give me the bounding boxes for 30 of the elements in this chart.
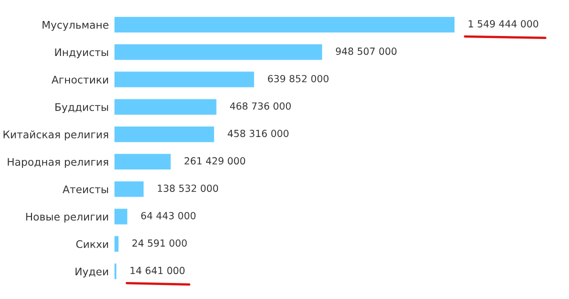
- bar: [114, 70, 256, 89]
- data-label: 24 591 000: [132, 239, 187, 247]
- data-label: 639 852 000: [268, 74, 328, 82]
- y-tick-label: Мусульмане: [42, 21, 108, 31]
- y-tick-label: Иудеи: [76, 268, 108, 278]
- bar: [114, 234, 120, 254]
- data-label: 948 507 000: [336, 48, 396, 55]
- y-tick-label: Народная религия: [8, 158, 108, 168]
- data-label: 138 532 000: [158, 184, 218, 192]
- data-label: 1 549 444 000: [468, 20, 538, 28]
- bar: [114, 180, 146, 198]
- bar: [114, 98, 218, 116]
- y-tick-label: Сикхи: [76, 240, 108, 248]
- y-tick-label: Китайская религия: [4, 130, 108, 140]
- y-tick-label: Индуисты: [55, 48, 108, 58]
- y-tick-label: Агностики: [52, 76, 108, 84]
- y-tick-label: Новые религии: [26, 212, 108, 223]
- bar: [114, 152, 172, 171]
- y-tick-label: Атеисты: [62, 185, 108, 194]
- data-label: 458 316 000: [228, 130, 288, 138]
- y-tick-label: Буддисты: [55, 103, 108, 114]
- data-label: 468 736 000: [230, 102, 291, 110]
- bar: [114, 125, 216, 144]
- bar: [114, 262, 118, 281]
- bar: [114, 207, 129, 226]
- bar: [114, 15, 456, 34]
- data-label: 14 641 000: [130, 266, 185, 274]
- data-label: 64 443 000: [141, 212, 196, 220]
- data-label: 261 429 000: [184, 157, 246, 165]
- bar: [114, 42, 324, 62]
